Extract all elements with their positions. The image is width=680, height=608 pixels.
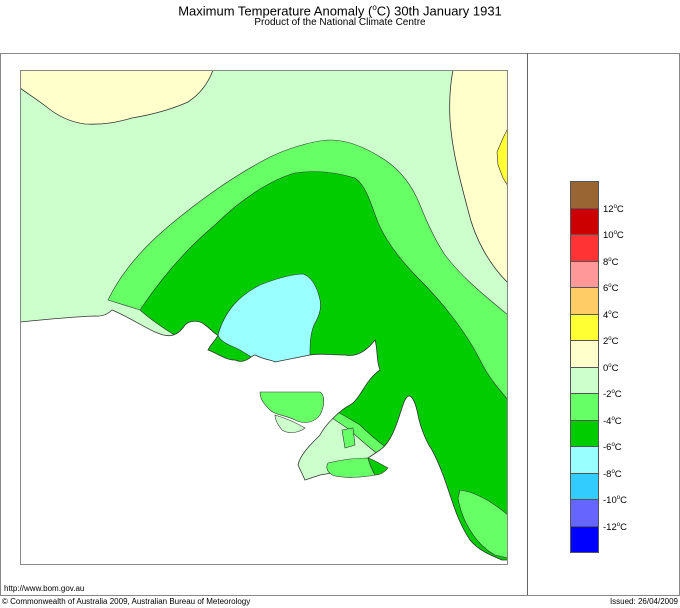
land-yorke-patch [341,427,356,449]
legend-label: -2oC [603,389,622,401]
legend-band [570,366,599,393]
legend-band [570,287,599,314]
frame-divider [527,53,528,595]
legend-label: 10oC [603,230,624,242]
sea-southern-ocean [20,309,508,565]
legend-label: -4oC [603,416,622,428]
legend-label: 6oC [603,283,619,295]
land-kangaroo-island-east [367,457,389,476]
legend-band [570,419,599,446]
legend-band [570,499,599,526]
land-eyre-tip [274,414,306,433]
legend-label: 0oC [603,363,619,375]
legend-label: -10oC [603,495,627,507]
zone-minus6-8 [217,273,321,363]
legend-band [570,393,599,420]
source-url[interactable]: http://www.bom.gov.au [4,584,85,593]
zone-minus2-4-southeast [457,489,508,559]
legend-band [570,313,599,340]
legend-band [570,472,599,499]
issued-date: Issued: 26/04/2009 [609,597,678,606]
legend-band [570,181,599,208]
zone-plus2-4 [496,127,508,187]
legend-band [570,207,599,234]
color-legend [570,181,599,553]
map-title: Maximum Temperature Anomaly (oC) 30th Ja… [178,3,502,19]
legend-label: 4oC [603,310,619,322]
legend-band [570,525,599,553]
copyright-notice: © Commonwealth of Australia 2009, Austra… [2,597,251,606]
legend-label: -12oC [603,522,627,534]
legend-label: 12oC [603,204,624,216]
legend-band [570,446,599,473]
land-eyre-peninsula [259,391,325,423]
legend-label: -8oC [603,469,622,481]
legend-label: 8oC [603,257,619,269]
legend-band [570,260,599,287]
legend-band [570,234,599,261]
legend-band [570,340,599,367]
legend-label: 2oC [603,336,619,348]
anomaly-map [20,70,508,565]
map-subtitle: Product of the National Climate Centre [254,17,426,28]
legend-label: -6oC [603,442,622,454]
zone-plus0-2-northwest [20,70,214,125]
zone-plus0-2-northeast [449,70,508,284]
